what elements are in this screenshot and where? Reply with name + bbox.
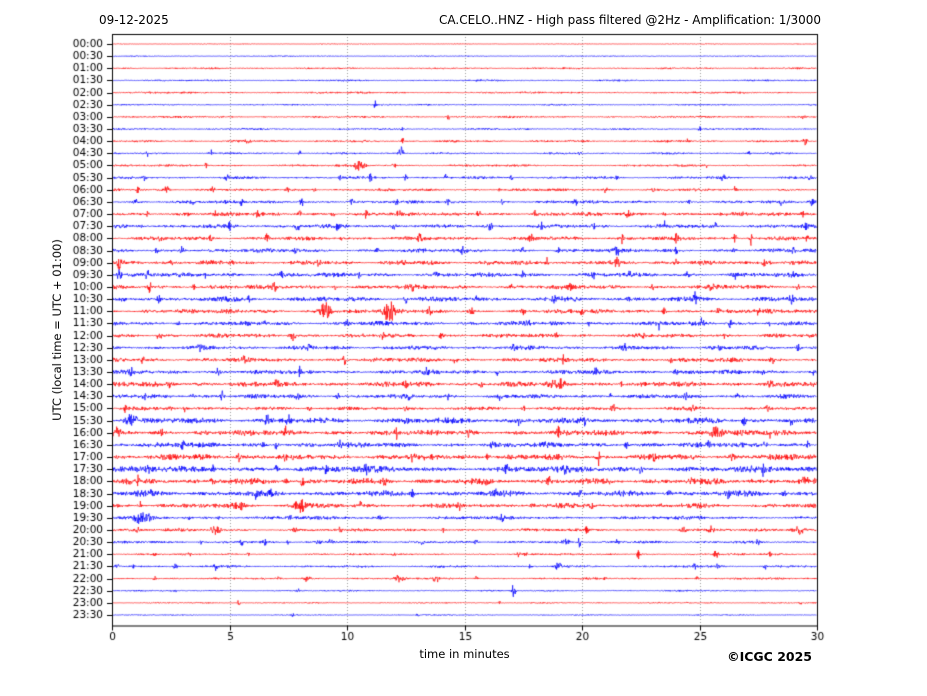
x-axis-label: time in minutes bbox=[419, 647, 510, 661]
copyright-label: ©ICGC 2025 bbox=[727, 649, 812, 664]
main-title: CA.CELO..HNZ - High pass filtered @2Hz -… bbox=[439, 13, 821, 27]
date-title: 09-12-2025 bbox=[99, 13, 169, 27]
y-axis-label: UTC (local time = UTC + 01:00) bbox=[50, 239, 64, 421]
